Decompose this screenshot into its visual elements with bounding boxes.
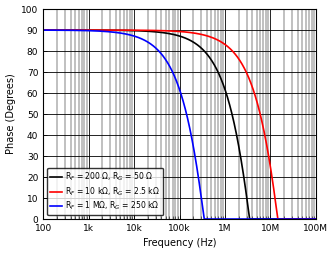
Legend: R$_F$ = 200 Ω, R$_G$ = 50 Ω, R$_F$ = 10 kΩ, R$_G$ = 2.5 kΩ, R$_F$ = 1 MΩ, R$_G$ : R$_F$ = 200 Ω, R$_G$ = 50 Ω, R$_F$ = 10 … [47,168,163,215]
Y-axis label: Phase (Degrees): Phase (Degrees) [6,74,16,154]
X-axis label: Frequency (Hz): Frequency (Hz) [143,239,216,248]
